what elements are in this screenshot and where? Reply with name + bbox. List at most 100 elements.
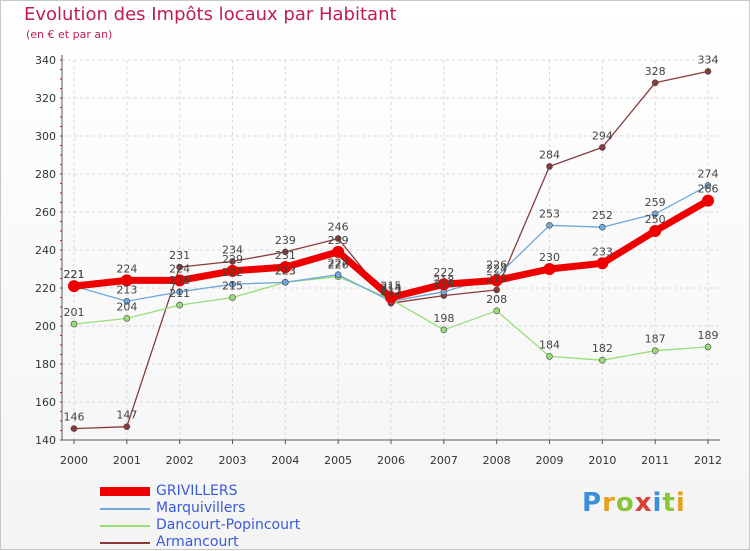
legend-item-marquivillers[interactable]: Marquivillers: [100, 500, 360, 517]
data-label-marquivillers: 253: [539, 207, 560, 220]
data-label-armancourt: 239: [275, 234, 296, 247]
data-point-grivillers: [385, 291, 397, 304]
x-tick-label: 2007: [430, 454, 458, 467]
logo-letter: o: [615, 488, 635, 518]
legend: GRIVILLERS Marquivillers Dancourt-Popinc…: [100, 483, 360, 551]
data-label-dancourt-popincourt: 211: [169, 287, 190, 300]
y-tick-label: 140: [35, 434, 56, 447]
data-point-dancourt-popincourt: [704, 343, 712, 351]
y-tick-label: 260: [35, 206, 56, 219]
data-label-marquivillers: 259: [645, 196, 666, 209]
data-label-armancourt: 284: [539, 148, 560, 161]
data-label-marquivillers: 213: [116, 283, 137, 296]
data-label-marquivillers: 252: [592, 209, 613, 222]
data-point-armancourt: [334, 235, 342, 242]
data-label-armancourt: 294: [592, 129, 613, 142]
data-point-dancourt-popincourt: [440, 326, 448, 334]
data-point-dancourt-popincourt: [651, 347, 659, 355]
y-tick-label: 200: [35, 320, 56, 333]
data-point-grivillers: [702, 194, 714, 207]
y-tick-label: 280: [35, 168, 56, 181]
data-label-dancourt-popincourt: 182: [592, 342, 613, 355]
y-tick-label: 300: [35, 130, 56, 143]
data-point-armancourt: [123, 423, 131, 431]
data-label-marquivillers: 223: [275, 264, 296, 277]
x-tick-label: 2000: [60, 454, 88, 467]
logo-letter: r: [602, 488, 616, 518]
x-tick-label: 2008: [483, 454, 511, 467]
data-point-armancourt: [70, 425, 78, 432]
logo-letter: P: [582, 488, 603, 518]
data-label-dancourt-popincourt: 208: [486, 293, 507, 306]
data-point-marquivillers: [704, 182, 712, 189]
data-point-armancourt: [651, 79, 659, 87]
legend-item-grivillers[interactable]: GRIVILLERS: [100, 483, 360, 500]
data-label-grivillers: 250: [645, 213, 666, 226]
data-point-grivillers: [437, 278, 450, 291]
data-point-marquivillers: [334, 271, 342, 279]
data-point-marquivillers: [229, 280, 236, 288]
data-point-dancourt-popincourt: [599, 356, 606, 364]
data-point-armancourt: [493, 286, 500, 294]
legend-label-dancourt-popincourt: Dancourt-Popincourt: [156, 517, 301, 533]
data-point-grivillers: [279, 261, 292, 274]
data-label-marquivillers: 213: [381, 283, 402, 296]
data-label-grivillers: 224: [169, 262, 190, 275]
data-label-armancourt: 216: [433, 278, 454, 291]
data-point-grivillers: [332, 245, 345, 258]
y-tick-label: 160: [35, 396, 56, 409]
data-label-marquivillers: 227: [328, 257, 349, 270]
legend-swatch-marquivillers: [100, 508, 150, 510]
data-point-grivillers: [120, 274, 133, 287]
legend-item-armancourt[interactable]: Armancourt: [100, 534, 360, 551]
legend-swatch-armancourt: [100, 542, 150, 544]
data-point-armancourt: [229, 258, 236, 265]
legend-label-armancourt: Armancourt: [156, 534, 239, 550]
data-label-armancourt: 219: [486, 272, 507, 285]
data-label-grivillers: 239: [328, 234, 349, 247]
data-point-armancourt: [176, 263, 183, 271]
data-point-armancourt: [546, 163, 553, 170]
chart-subtitle: (en € et par an): [26, 28, 113, 41]
data-label-grivillers: 266: [698, 183, 719, 196]
legend-item-dancourt-popincourt[interactable]: Dancourt-Popincourt: [100, 517, 360, 534]
data-label-dancourt-popincourt: 189: [698, 329, 719, 342]
data-point-dancourt-popincourt: [123, 315, 131, 322]
data-label-grivillers: 224: [486, 262, 507, 275]
logo-letter: i: [675, 488, 686, 518]
data-label-dancourt-popincourt: 223: [275, 264, 296, 277]
data-point-marquivillers: [546, 222, 553, 229]
data-point-dancourt-popincourt: [493, 307, 500, 315]
x-tick-label: 2009: [536, 454, 564, 467]
x-tick-label: 2006: [377, 454, 405, 467]
y-tick-label: 320: [35, 92, 56, 105]
data-point-grivillers: [226, 264, 239, 277]
data-point-grivillers: [543, 263, 556, 275]
data-point-grivillers: [173, 274, 186, 287]
data-label-armancourt: 231: [169, 249, 190, 262]
data-label-marquivillers: 226: [486, 259, 507, 272]
data-label-marquivillers: 218: [433, 274, 454, 287]
data-label-marquivillers: 274: [698, 167, 719, 180]
logo-letter: i: [652, 488, 663, 518]
x-tick-label: 2002: [166, 454, 194, 467]
logo-letter: x: [634, 488, 653, 518]
data-label-grivillers: 224: [116, 262, 137, 275]
data-point-marquivillers: [176, 288, 183, 296]
data-label-grivillers: 233: [592, 245, 613, 258]
y-tick-label: 340: [35, 54, 56, 67]
data-label-marquivillers: 218: [169, 274, 190, 287]
data-point-armancourt: [282, 248, 289, 256]
data-label-armancourt: 146: [64, 411, 85, 424]
chart-title: Evolution des Impôts locaux par Habitant: [24, 4, 397, 25]
x-tick-label: 2003: [219, 454, 247, 467]
data-point-armancourt: [704, 68, 712, 75]
data-point-marquivillers: [123, 297, 131, 305]
data-label-dancourt-popincourt: 214: [381, 281, 402, 294]
data-label-marquivillers: 222: [222, 266, 243, 279]
data-label-grivillers: 229: [222, 253, 243, 266]
x-tick-label: 2010: [588, 454, 616, 467]
data-label-grivillers: 231: [275, 249, 296, 262]
data-label-dancourt-popincourt: 226: [328, 259, 349, 272]
